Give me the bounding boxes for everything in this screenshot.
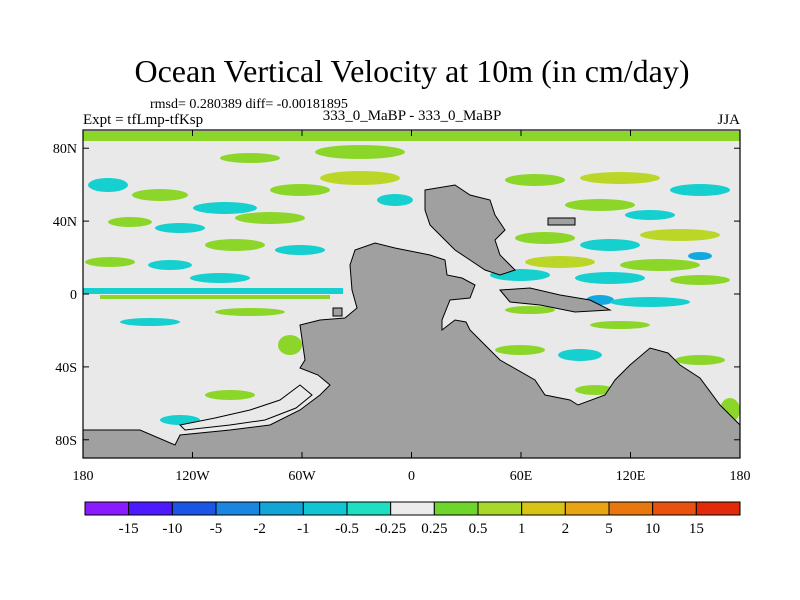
patch-pos <box>675 355 725 365</box>
patch-pos <box>220 153 280 163</box>
x-tick-label: 180 <box>73 469 94 484</box>
colorbar-label: 5 <box>605 521 613 537</box>
x-tick-label: 180 <box>730 469 751 484</box>
patch-neg <box>190 273 250 283</box>
colorbar-swatch <box>84 501 130 516</box>
colorbar-swatch <box>564 501 610 516</box>
patch-neg <box>558 349 602 361</box>
colorbar-label: -15 <box>119 521 139 537</box>
x-tick-label: 0 <box>408 469 415 484</box>
patch-pos <box>565 199 635 211</box>
colorbar-swatch <box>695 501 741 516</box>
colorbar-label: -0.5 <box>335 521 359 537</box>
colorbar-label: 0.5 <box>469 521 488 537</box>
colorbar-label: -2 <box>253 521 266 537</box>
patch-pos <box>515 232 575 244</box>
patch-pos <box>590 321 650 329</box>
x-tick-label: 120W <box>175 469 210 484</box>
patch-pos <box>580 172 660 184</box>
patch-neg <box>88 178 128 192</box>
patch-pos <box>505 306 555 314</box>
colorbar-label: 0.25 <box>421 521 447 537</box>
patch-pos <box>270 184 330 196</box>
land-peninsula <box>178 384 313 431</box>
colorbar-swatch <box>477 501 523 516</box>
patch-pos <box>320 171 400 185</box>
patch-pos <box>525 256 595 268</box>
y-axis: 80N 40N 0 40S 80S <box>53 142 740 449</box>
land-main <box>83 242 740 458</box>
patch-neg <box>377 194 413 206</box>
colorbar-swatch <box>433 501 479 516</box>
colorbar-swatch <box>128 501 173 516</box>
land-island <box>332 307 343 317</box>
patch-pos <box>278 335 302 355</box>
colorbar-label: 2 <box>562 521 570 537</box>
colorbar-swatch <box>302 501 348 516</box>
patch-pos <box>505 174 565 186</box>
patch-eq-band <box>100 295 330 299</box>
patch-neg <box>575 272 645 284</box>
y-tick-label: 40S <box>55 361 77 376</box>
patch-pos <box>640 229 720 241</box>
colorbar-label: -5 <box>210 521 223 537</box>
colorbar-swatch <box>521 501 566 516</box>
patch-pos <box>205 239 265 251</box>
colorbar-label: -10 <box>162 521 182 537</box>
patch-pos <box>620 259 700 271</box>
patch-neg <box>120 318 180 326</box>
land-europe-asia <box>424 184 516 276</box>
land-island <box>547 217 576 226</box>
patch-neg <box>155 223 205 233</box>
land-india-arabia <box>498 287 612 313</box>
y-tick-label: 40N <box>53 215 77 230</box>
patch-neg <box>625 210 675 220</box>
colorbar-swatch <box>171 501 217 516</box>
patch-eq-band <box>83 288 343 294</box>
colorbar: -15 -10 -5 -2 -1 -0.5 -0.25 0.25 0.5 1 2 5 10 15 <box>84 501 741 537</box>
colorbar-swatch <box>259 501 304 516</box>
left-label: Expt = tfLmp-tfKsp <box>83 112 203 128</box>
patch-pos <box>85 257 135 267</box>
colorbar-swatch <box>346 501 392 516</box>
y-tick-label: 0 <box>70 288 77 303</box>
colorbar-swatch <box>652 501 697 516</box>
patch-neg <box>610 297 690 307</box>
land-mask <box>83 184 740 458</box>
x-tick-label: 60E <box>510 469 533 484</box>
colorbar-swatch <box>215 501 261 516</box>
patch-pos <box>575 385 615 395</box>
patch-pos <box>215 308 285 316</box>
colorbar-label: 1 <box>518 521 526 537</box>
chart-title: Ocean Vertical Velocity at 10m (in cm/da… <box>134 53 689 89</box>
colorbar-swatch <box>390 501 435 516</box>
patch-neg <box>148 260 192 270</box>
y-tick-label: 80S <box>55 434 77 449</box>
patch-pos <box>235 212 305 224</box>
patch-pos <box>108 217 152 227</box>
colorbar-label: -1 <box>297 521 310 537</box>
patch-pos <box>315 145 405 159</box>
patch-neg-strong <box>688 252 712 260</box>
stats-text: rmsd= 0.280389 diff= -0.00181895 <box>150 97 348 112</box>
patch-neg <box>670 184 730 196</box>
patch-pos <box>670 275 730 285</box>
colorbar-label: 15 <box>689 521 704 537</box>
colorbar-label: -0.25 <box>375 521 406 537</box>
patch-neg <box>580 239 640 251</box>
patch-pos <box>205 390 255 400</box>
colorbar-swatch <box>608 501 654 516</box>
patch-pos <box>132 189 188 201</box>
x-tick-label: 60W <box>288 469 316 484</box>
x-tick-label: 120E <box>616 469 646 484</box>
x-axis: 180 120W 60W 0 60E 120E 180 <box>73 130 751 484</box>
patch-neg <box>275 245 325 255</box>
patch-neg <box>193 202 257 214</box>
center-label: 333_0_MaBP - 333_0_MaBP <box>323 108 502 124</box>
right-label: JJA <box>717 112 740 128</box>
y-tick-label: 80N <box>53 142 77 157</box>
colorbar-label: 10 <box>645 521 660 537</box>
patch-pos <box>495 345 545 355</box>
